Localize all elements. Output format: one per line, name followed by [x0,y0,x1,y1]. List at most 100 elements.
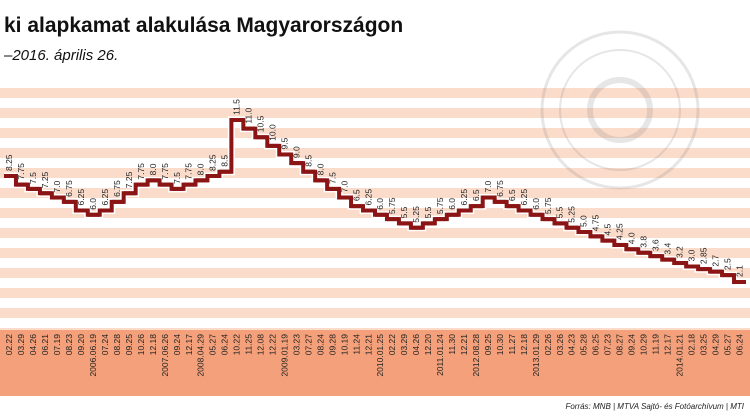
date-label: 06.24 [734,334,744,356]
value-label: 5.0 [579,215,589,227]
date-label: 09.25 [124,334,134,356]
value-label: 6.25 [363,189,373,206]
date-label: 02.18 [686,334,696,356]
value-label: 2.85 [698,247,708,264]
watermark-emblem [540,30,700,190]
date-strip [0,330,750,396]
date-label: 03.29 [16,334,26,356]
date-label: 10.22 [232,334,242,356]
date-label: 03.29 [399,334,409,356]
value-label: 6.5 [351,189,361,201]
date-label: 2012.08.28 [471,334,481,377]
date-label: 10.19 [339,334,349,356]
value-label: 2.7 [710,255,720,267]
value-label: 6.25 [459,189,469,206]
date-label: 08.27 [615,334,625,356]
source-note: Forrás: MNB | MTVA Sajtó- és Fotóarchívu… [565,402,744,411]
stripe [0,268,750,278]
value-label: 10.5 [256,115,266,132]
date-label: 09.20 [76,334,86,356]
value-label: 6.0 [531,198,541,210]
date-label: 04.26 [411,334,421,356]
date-label: 02.26 [543,334,553,356]
value-label: 6.0 [88,198,98,210]
value-label: 11.0 [244,107,254,123]
value-label: 9.0 [291,146,301,158]
date-label: 12.18 [519,334,529,356]
stripe [0,308,750,318]
stripe [0,168,750,178]
date-label: 03.25 [698,334,708,356]
date-label: 06.24 [220,334,230,356]
value-label: 7.5 [327,172,337,184]
date-label: 12.20 [423,334,433,356]
date-label: 11.30 [447,334,457,355]
value-label: 8.0 [196,163,206,175]
value-label: 2.1 [734,265,744,277]
date-label: 11.27 [507,334,517,355]
value-label: 6.5 [471,189,481,201]
value-label: 7.0 [339,180,349,192]
date-label: 08.24 [315,334,325,356]
date-label: 2011.01.24 [435,334,445,376]
date-label: 03.26 [555,334,565,356]
date-label: 05.27 [722,334,732,356]
value-label: 7.75 [184,163,194,180]
value-label: 4.75 [591,215,601,232]
stripe [0,288,750,298]
date-label: 2013.01.29 [531,334,541,377]
value-label: 8.0 [148,163,158,175]
value-label: 5.5 [399,206,409,218]
date-label: 11.24 [351,334,361,355]
value-label: 5.25 [411,206,421,223]
chart-subtitle: –2016. április 26. [3,47,118,64]
value-label: 5.75 [387,197,397,214]
value-label: 5.5 [423,206,433,218]
stripe [0,108,750,118]
date-label: 10.26 [136,334,146,356]
value-label: 7.25 [124,171,134,188]
value-label: 5.5 [555,206,565,218]
value-label: 5.25 [567,206,577,223]
value-label: 6.25 [100,189,110,206]
value-label: 7.75 [160,163,170,180]
stripe [0,228,750,238]
value-label: 9.5 [279,137,289,149]
chart-title: ki alapkamat alakulása Magyarországon [4,14,403,37]
date-label: 12.17 [662,334,672,356]
date-label: 2009.01.19 [279,334,289,377]
date-label: 12.08 [256,334,266,356]
date-label: 2008.04.29 [196,334,206,377]
date-label: 2010.01.25 [375,334,385,377]
step-line [4,116,746,286]
date-label: 12.17 [184,334,194,356]
date-label: 06.25 [591,334,601,356]
value-label: 8.5 [220,155,230,167]
date-label: 08.28 [112,334,122,356]
value-label: 7.0 [52,180,62,192]
stripe [0,148,750,158]
date-label: 2006.06.19 [88,334,98,377]
value-label: 7.0 [483,180,493,192]
value-label: 5.75 [543,197,553,214]
date-label: 12.22 [268,334,278,356]
value-label: 3.2 [674,246,684,258]
date-label: 12.18 [148,334,158,356]
date-label: 09.24 [172,334,182,356]
value-label: 10.0 [268,124,278,141]
value-label: 3.0 [686,249,696,261]
date-label: 11.19 [650,334,660,355]
stripe [0,128,750,138]
value-label: 6.0 [375,198,385,210]
date-label: 03.23 [291,334,301,356]
date-label: 04.29 [710,334,720,356]
date-label: 11.25 [244,334,254,355]
value-label: 2.5 [722,258,732,270]
date-label: 05.27 [208,334,218,356]
value-label: 4.5 [603,224,613,236]
date-label: 02.22 [387,334,397,356]
date-label: 2014.01.21 [674,334,684,377]
value-label: 6.75 [64,180,74,197]
value-label: 7.75 [16,163,26,180]
